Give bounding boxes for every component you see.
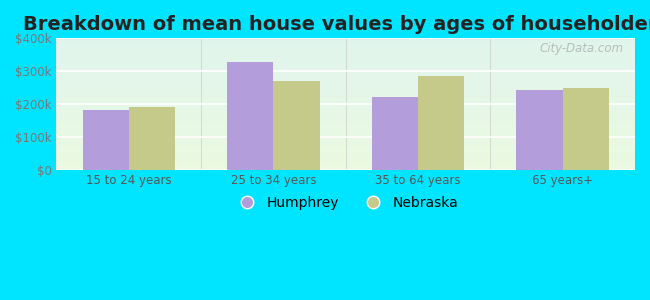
Bar [227,62,274,170]
Bar [129,106,175,170]
Bar [516,90,563,170]
Bar [372,97,418,170]
Title: Breakdown of mean house values by ages of householders: Breakdown of mean house values by ages o… [23,15,650,34]
Bar [418,76,464,170]
Bar [274,81,320,169]
Bar [83,110,129,170]
Legend: Humphrey, Nebraska: Humphrey, Nebraska [227,190,464,215]
Bar [563,88,609,169]
Text: City-Data.com: City-Data.com [540,42,623,55]
